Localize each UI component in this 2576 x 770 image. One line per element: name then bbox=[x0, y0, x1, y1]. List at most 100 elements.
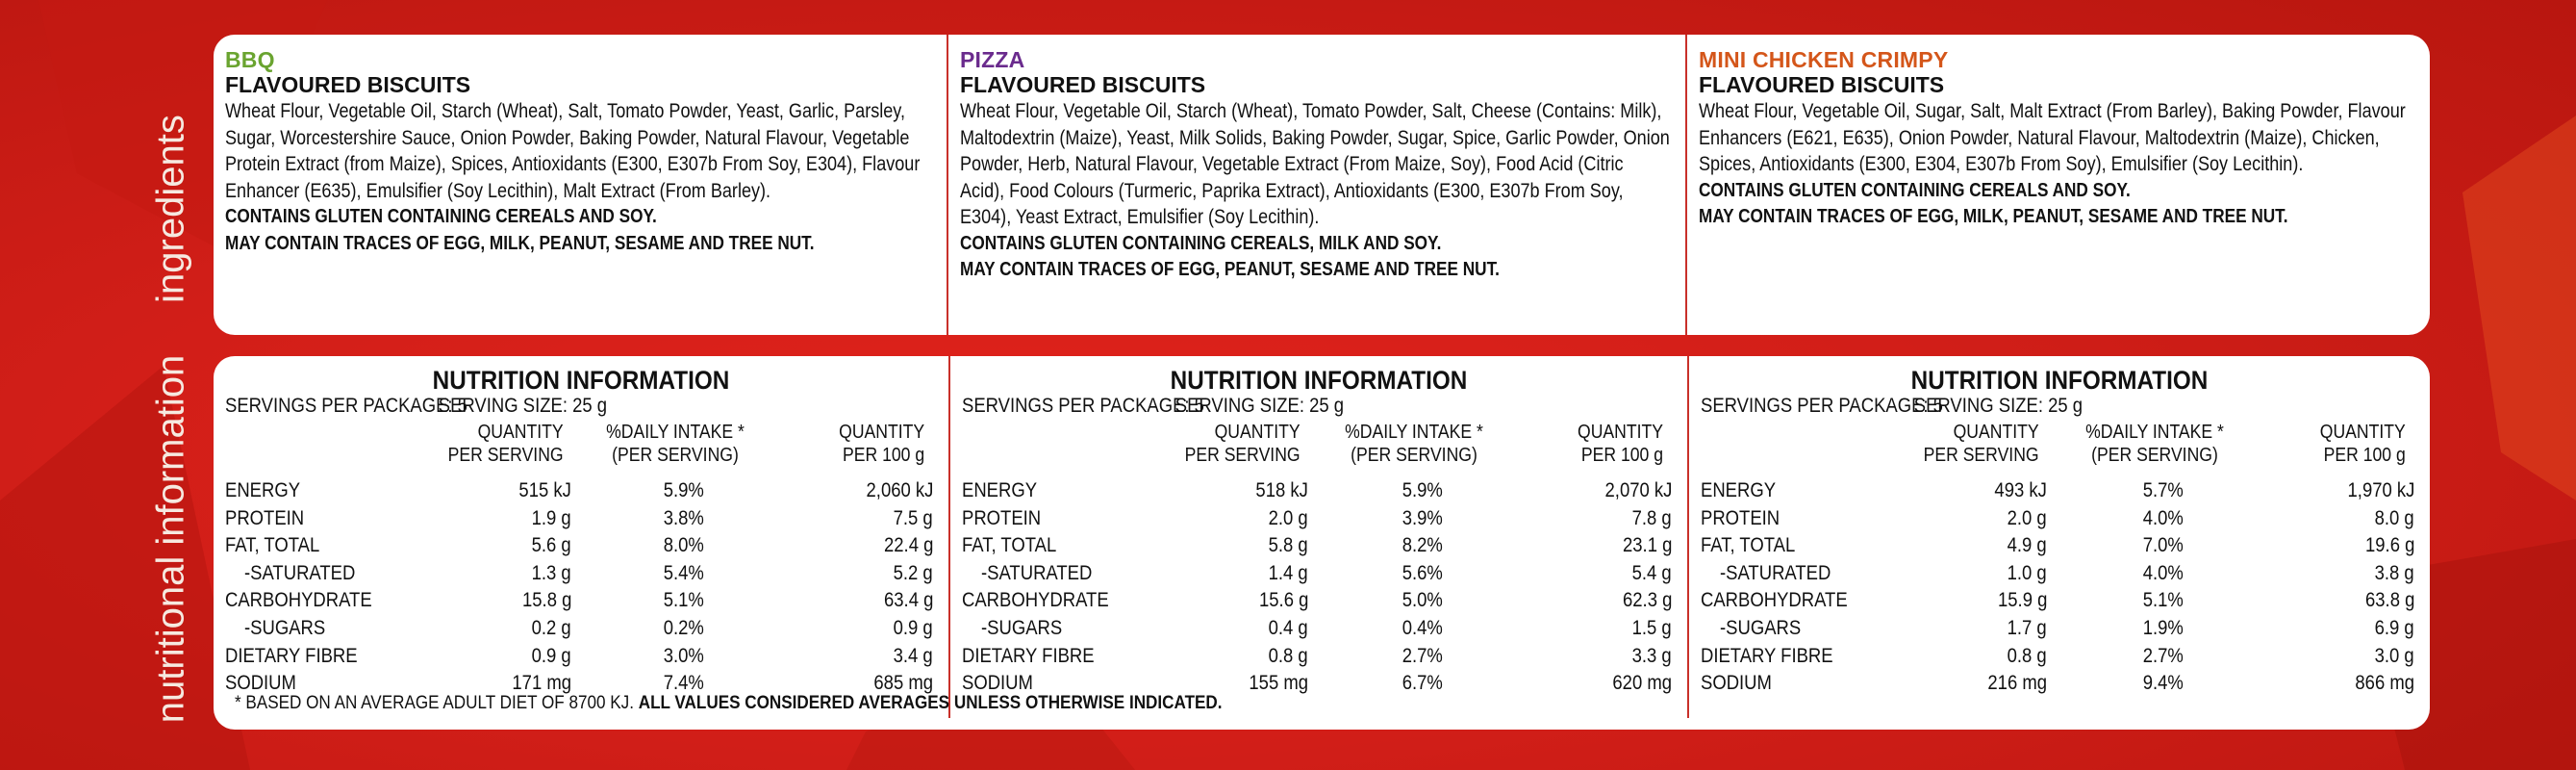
serving-size: SERVING SIZE: 25 g bbox=[1913, 395, 2084, 417]
value-per-serving: 5.6 g bbox=[531, 534, 571, 557]
allergen-contains: CONTAINS GLUTEN CONTAINING CEREALS AND S… bbox=[225, 206, 657, 227]
value-per-100g: 7.8 g bbox=[1631, 506, 1672, 529]
value-per-100g: 685 mg bbox=[873, 672, 933, 695]
column-header-quantity: QUANTITY PER SERVING bbox=[1920, 421, 2039, 467]
serving-info: SERVINGS PER PACKAGE: 5SERVING SIZE: 25 … bbox=[225, 395, 607, 418]
nutrient-label: CARBOHYDRATE bbox=[962, 589, 1109, 612]
value-daily-intake: 7.0% bbox=[2142, 534, 2184, 557]
flavour-subtitle: FLAVOURED BISCUITS bbox=[225, 72, 471, 97]
header-line: PER SERVING bbox=[1923, 445, 2039, 466]
header-line: (PER SERVING) bbox=[1351, 445, 1477, 466]
value-per-serving: 5.8 g bbox=[1268, 534, 1308, 557]
value-per-serving: 15.9 g bbox=[1997, 589, 2047, 612]
table-row: CARBOHYDRATE 15.6 g 5.0% 62.3 g bbox=[950, 587, 1687, 615]
value-daily-intake: 5.7% bbox=[2142, 479, 2184, 501]
nutrient-label: SODIUM bbox=[962, 672, 1033, 695]
nutrition-rows: ENERGY 518 kJ 5.9% 2,070 kJ PROTEIN 2.0 g 3.9%… bbox=[950, 477, 1687, 698]
ingredients-bbq: BBQ FLAVOURED BISCUITS Wheat Flour, Vege… bbox=[214, 35, 947, 335]
ingredients-text: Wheat Flour, Vegetable Oil, Starch (Whea… bbox=[960, 100, 1670, 228]
nutrition-table-pizza: NUTRITION INFORMATION SERVINGS PER PACKA… bbox=[950, 356, 1687, 718]
header-line: (PER SERVING) bbox=[2091, 445, 2218, 466]
value-per-100g: 63.8 g bbox=[2364, 589, 2414, 612]
value-daily-intake: 2.7% bbox=[1402, 644, 1443, 667]
table-row: SODIUM 216 mg 9.4% 866 mg bbox=[1689, 670, 2430, 698]
value-per-100g: 8.0 g bbox=[2374, 506, 2414, 529]
header-line: QUANTITY bbox=[1953, 422, 2039, 443]
column-header-quantity: QUANTITY PER SERVING bbox=[1181, 421, 1301, 467]
nutrient-label: PROTEIN bbox=[1701, 506, 1780, 529]
value-per-serving: 2.0 g bbox=[1268, 506, 1308, 529]
header-line: (PER SERVING) bbox=[612, 445, 739, 466]
nutrition-panel: NUTRITION INFORMATION SERVINGS PER PACKA… bbox=[214, 356, 2430, 730]
value-per-100g: 1,970 kJ bbox=[2347, 479, 2414, 501]
nutrient-label: DIETARY FIBRE bbox=[225, 644, 358, 667]
table-row: PROTEIN 2.0 g 3.9% 7.8 g bbox=[950, 505, 1687, 533]
value-per-100g: 6.9 g bbox=[2374, 616, 2414, 639]
column-header-per-100g: QUANTITY PER 100 g bbox=[799, 421, 924, 467]
column-header-quantity: QUANTITY PER SERVING bbox=[444, 421, 564, 467]
nutrition-table-bbq: NUTRITION INFORMATION SERVINGS PER PACKA… bbox=[214, 356, 948, 718]
value-daily-intake: 5.1% bbox=[663, 589, 704, 612]
serving-info: SERVINGS PER PACKAGE: 5SERVING SIZE: 25 … bbox=[962, 395, 1344, 418]
value-per-serving: 155 mg bbox=[1249, 672, 1308, 695]
value-daily-intake: 5.6% bbox=[1402, 561, 1443, 584]
nutrient-label: CARBOHYDRATE bbox=[1701, 589, 1848, 612]
footnote: * BASED ON AN AVERAGE ADULT DIET OF 8700… bbox=[235, 693, 1223, 714]
nutrition-side-label: nutritional information bbox=[149, 354, 192, 724]
table-row: PROTEIN 1.9 g 3.8% 7.5 g bbox=[214, 505, 948, 533]
header-line: QUANTITY bbox=[1214, 422, 1301, 443]
value-per-100g: 0.9 g bbox=[893, 616, 933, 639]
allergen-contains: CONTAINS GLUTEN CONTAINING CEREALS AND S… bbox=[1699, 179, 2131, 201]
value-per-serving: 1.4 g bbox=[1268, 561, 1308, 584]
value-per-100g: 3.3 g bbox=[1631, 644, 1672, 667]
nutrition-rows: ENERGY 515 kJ 5.9% 2,060 kJ PROTEIN 1.9 g 3.8%… bbox=[214, 477, 948, 698]
table-row: CARBOHYDRATE 15.8 g 5.1% 63.4 g bbox=[214, 587, 948, 615]
flavour-title-pizza: PIZZA bbox=[960, 47, 1025, 72]
column-header-per-100g: QUANTITY PER 100 g bbox=[1536, 421, 1663, 467]
header-line: QUANTITY bbox=[1578, 422, 1663, 443]
table-row: FAT, TOTAL 5.6 g 8.0% 22.4 g bbox=[214, 532, 948, 560]
value-daily-intake: 0.2% bbox=[663, 616, 704, 639]
value-per-serving: 1.9 g bbox=[531, 506, 571, 529]
servings-per-package: SERVINGS PER PACKAGE: 5 bbox=[962, 395, 1204, 417]
value-per-100g: 3.0 g bbox=[2374, 644, 2414, 667]
servings-per-package: SERVINGS PER PACKAGE: 5 bbox=[1701, 395, 1943, 417]
table-row: FAT, TOTAL 4.9 g 7.0% 19.6 g bbox=[1689, 532, 2430, 560]
value-per-serving: 4.9 g bbox=[2007, 534, 2047, 557]
value-daily-intake: 5.0% bbox=[1402, 589, 1443, 612]
table-row: -SUGARS 1.7 g 1.9% 6.9 g bbox=[1689, 615, 2430, 643]
table-row: -SUGARS 0.4 g 0.4% 1.5 g bbox=[950, 615, 1687, 643]
value-per-serving: 1.7 g bbox=[2007, 616, 2047, 639]
ingredients-panel: BBQ FLAVOURED BISCUITS Wheat Flour, Vege… bbox=[214, 35, 2430, 335]
value-daily-intake: 3.8% bbox=[663, 506, 704, 529]
value-per-100g: 5.2 g bbox=[893, 561, 933, 584]
column-divider bbox=[947, 35, 948, 335]
table-row: -SATURATED 1.3 g 5.4% 5.2 g bbox=[214, 560, 948, 588]
value-per-100g: 866 mg bbox=[2355, 672, 2414, 695]
nutrient-label: ENERGY bbox=[225, 479, 301, 501]
nutrient-label: PROTEIN bbox=[225, 506, 305, 529]
nutrient-label: DIETARY FIBRE bbox=[1701, 644, 1833, 667]
value-daily-intake: 9.4% bbox=[2142, 672, 2184, 695]
column-header-daily-intake: %DAILY INTAKE * (PER SERVING) bbox=[591, 421, 760, 467]
header-line: %DAILY INTAKE * bbox=[1345, 422, 1483, 443]
table-row: -SUGARS 0.2 g 0.2% 0.9 g bbox=[214, 615, 948, 643]
nutrient-label: -SATURATED bbox=[244, 561, 356, 584]
nutrient-label: DIETARY FIBRE bbox=[962, 644, 1095, 667]
allergen-may-contain: MAY CONTAIN TRACES OF EGG, PEANUT, SESAM… bbox=[960, 259, 1500, 280]
header-line: QUANTITY bbox=[2319, 422, 2406, 443]
column-divider bbox=[1687, 356, 1689, 718]
table-row: FAT, TOTAL 5.8 g 8.2% 23.1 g bbox=[950, 532, 1687, 560]
value-daily-intake: 4.0% bbox=[2142, 506, 2184, 529]
value-daily-intake: 1.9% bbox=[2142, 616, 2184, 639]
header-line: PER 100 g bbox=[842, 445, 925, 466]
value-daily-intake: 7.4% bbox=[663, 672, 704, 695]
value-daily-intake: 8.0% bbox=[663, 534, 704, 557]
nutrient-label: FAT, TOTAL bbox=[1701, 534, 1796, 557]
nutrition-heading: NUTRITION INFORMATION bbox=[432, 366, 730, 395]
nutrient-label: -SUGARS bbox=[244, 616, 326, 639]
value-per-100g: 62.3 g bbox=[1622, 589, 1672, 612]
ingredients-side-label: ingredients bbox=[149, 115, 192, 303]
value-daily-intake: 3.9% bbox=[1402, 506, 1443, 529]
value-per-serving: 216 mg bbox=[1987, 672, 2047, 695]
